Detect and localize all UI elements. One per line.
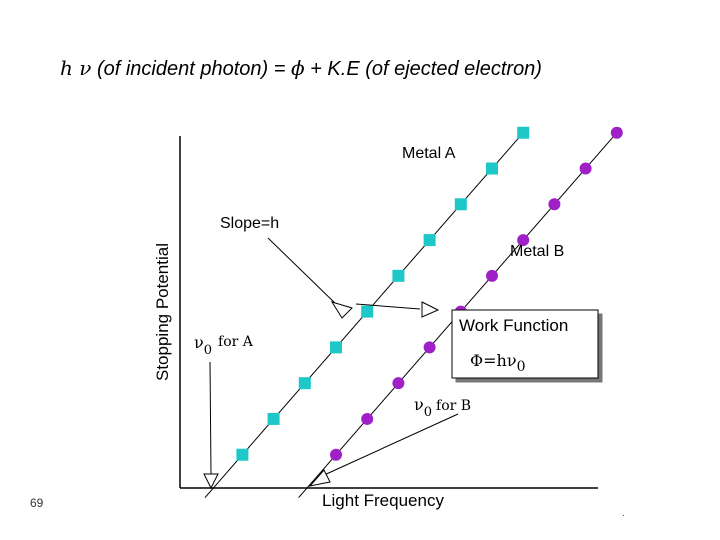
work-function-title: Work Function bbox=[459, 316, 568, 335]
slope-pointer-arrowhead bbox=[330, 301, 353, 319]
v0-a-pointer-arrowhead bbox=[203, 473, 219, 490]
metal-a-point-4 bbox=[361, 305, 374, 318]
y-axis-label: Stopping Potential bbox=[153, 243, 172, 381]
v0-b-text: for B bbox=[436, 398, 471, 414]
title-phi: ϕ bbox=[290, 56, 305, 80]
metal-a-point-8 bbox=[486, 162, 498, 175]
slide-title: h ν (of incident photon) = ϕ + K.E (of e… bbox=[60, 56, 542, 81]
metal-a-point-9 bbox=[517, 126, 530, 139]
v0-b-sub: 0 bbox=[424, 405, 432, 420]
metal-b-point-9 bbox=[610, 126, 623, 139]
v0-a-pointer-line bbox=[209, 361, 212, 475]
v0-a-text: for A bbox=[218, 334, 254, 350]
metal-b-point-2 bbox=[392, 377, 405, 390]
work-function-formula-sub: 0 bbox=[517, 359, 526, 375]
title-incident: (of incident photon) = bbox=[91, 58, 291, 80]
metal-a-point-6 bbox=[423, 234, 436, 247]
slope-pointer-line bbox=[267, 237, 339, 307]
work-function-formula-main: Φ=hν bbox=[470, 351, 517, 370]
metal-a-point-0 bbox=[236, 448, 249, 461]
v0-a-sym: ν bbox=[194, 333, 204, 352]
work-function-pointer-line bbox=[355, 303, 421, 310]
v0-b-pointer-arrowhead bbox=[308, 469, 331, 487]
v0-a-label: ν0 for A bbox=[194, 333, 254, 358]
title-rest: + K.E (of ejected electron) bbox=[304, 58, 542, 80]
series-label-metal-b: Metal B bbox=[510, 243, 564, 260]
metal-b-point-3 bbox=[423, 341, 436, 354]
metal-b-point-8 bbox=[579, 162, 592, 175]
metal-a-point-1 bbox=[267, 412, 280, 425]
metal-b-point-5 bbox=[486, 269, 498, 282]
v0-b-sym: ν bbox=[414, 395, 424, 414]
v0-b-label: ν0 for B bbox=[414, 395, 471, 420]
slide-number: 69 bbox=[30, 496, 44, 510]
metal-b-point-0 bbox=[330, 448, 342, 461]
metal-a-point-2 bbox=[298, 377, 311, 390]
v0-a-sub: 0 bbox=[204, 343, 212, 358]
v0-b-pointer-line bbox=[321, 413, 459, 477]
metal-a-point-5 bbox=[392, 269, 405, 282]
series-extrapolation-metal-b bbox=[298, 496, 300, 498]
metal-a-point-7 bbox=[454, 198, 467, 211]
work-function-formula: Φ=hν0 bbox=[470, 351, 525, 375]
title-hnu: h ν bbox=[60, 56, 92, 80]
metal-b-point-1 bbox=[361, 412, 374, 425]
metal-b-point-6 bbox=[517, 234, 530, 247]
series-extrapolation-metal-a bbox=[204, 496, 206, 498]
series-label-metal-a: Metal A bbox=[402, 145, 456, 162]
work-function-box: Work Function Φ=hν0 bbox=[451, 309, 599, 379]
x-axis-label: Light Frequency bbox=[322, 491, 444, 510]
slope-label: Slope=h bbox=[220, 215, 279, 232]
corner-mark: . bbox=[622, 508, 625, 519]
metal-b-point-7 bbox=[548, 198, 561, 211]
work-function-pointer-arrowhead bbox=[421, 301, 440, 318]
metal-a-point-3 bbox=[330, 341, 342, 354]
